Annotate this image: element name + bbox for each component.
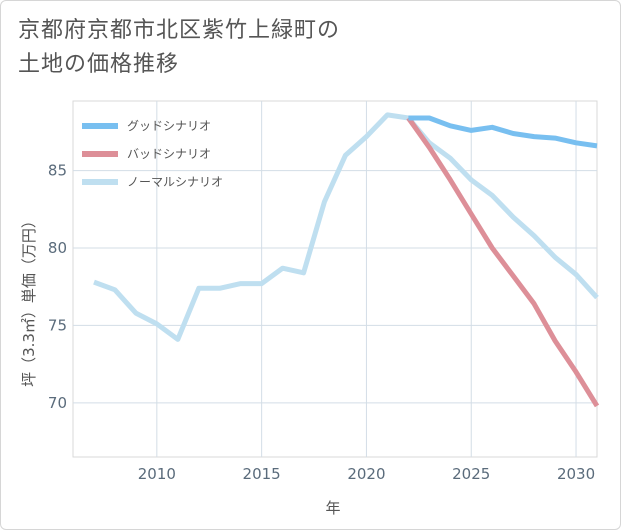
legend-label: グッドシナリオ <box>127 119 211 133</box>
y-tick-label: 75 <box>48 316 67 334</box>
x-tick-label: 2020 <box>347 465 385 483</box>
y-tick-label: 80 <box>48 239 67 257</box>
grid-lines <box>73 101 597 457</box>
tick-labels: 2010 2015 2020 2025 2030 70 75 80 85 <box>48 162 595 483</box>
y-tick-label: 70 <box>48 394 67 412</box>
series-lines <box>93 112 600 408</box>
x-axis-label: 年 <box>325 499 340 517</box>
x-tick-label: 2010 <box>138 465 176 483</box>
chart-title-line1: 京都府京都市北区紫竹上緑町の <box>18 18 341 43</box>
y-tick-label: 85 <box>48 162 67 180</box>
legend-label: バッドシナリオ <box>127 147 211 161</box>
y-axis-label: 坪（3.3㎡）単価（万円） <box>20 213 38 387</box>
series-line-1 <box>408 115 598 149</box>
series-line-2 <box>406 116 600 408</box>
chart-title-line2: 土地の価格推移 <box>18 52 180 77</box>
x-tick-label: 2025 <box>452 465 490 483</box>
x-tick-label: 2015 <box>243 465 281 483</box>
x-tick-label: 2030 <box>557 465 595 483</box>
legend-label: ノーマルシナリオ <box>127 175 223 189</box>
plot-area <box>72 100 598 458</box>
series-line-3 <box>93 112 599 342</box>
chart-title: 京都府京都市北区紫竹上緑町の 土地の価格推移 <box>18 14 340 82</box>
